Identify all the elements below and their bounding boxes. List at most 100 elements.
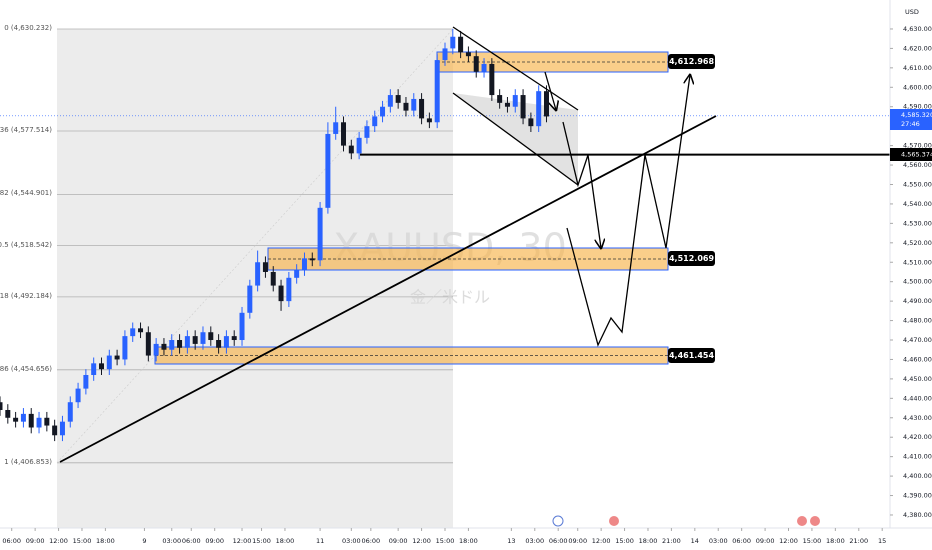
y-tick-label: 4,630.000 xyxy=(903,25,932,33)
x-tick-label: 14 xyxy=(691,537,699,545)
x-tick-label: 18:00 xyxy=(826,537,845,545)
candle-body xyxy=(20,413,26,422)
candle-body xyxy=(153,343,159,356)
candle-body xyxy=(473,56,479,72)
candle-body xyxy=(465,52,471,57)
y-tick-label: 4,550.000 xyxy=(903,180,932,188)
x-tick-label: 18:00 xyxy=(639,537,658,545)
y-tick-label: 4,400.000 xyxy=(903,472,932,480)
candle-body xyxy=(333,122,339,134)
candle-body xyxy=(348,145,354,154)
watermark-subtitle: 金／米ドル xyxy=(410,288,490,307)
candle-body xyxy=(458,36,464,53)
x-tick-label: 15:00 xyxy=(252,537,271,545)
candle-body xyxy=(528,118,534,127)
y-tick-label: 4,420.000 xyxy=(903,433,932,441)
arrow xyxy=(566,75,690,347)
y-tick-label: 4,500.000 xyxy=(903,278,932,286)
candle-body xyxy=(0,402,3,410)
candle-body xyxy=(192,336,198,344)
candle-body xyxy=(341,122,347,146)
y-tick-label: 4,530.000 xyxy=(903,219,932,227)
y-tick-label: 4,540.000 xyxy=(903,200,932,208)
candle-body xyxy=(114,355,120,360)
price-tag-text: 4,585.320 xyxy=(901,111,932,119)
candle-body xyxy=(497,95,503,103)
x-tick-label: 09:00 xyxy=(568,537,587,545)
x-tick-label: 09:00 xyxy=(389,537,408,545)
candle-body xyxy=(543,91,549,117)
x-tick-label: 15:00 xyxy=(615,537,634,545)
currency: USD xyxy=(905,8,919,16)
x-tick-label: 12:00 xyxy=(49,537,68,545)
candle-body xyxy=(504,102,510,107)
x-tick-label: 21:00 xyxy=(662,537,681,545)
candle-body xyxy=(489,63,495,96)
candle-body xyxy=(98,363,104,370)
zone-label: 4,612.968 xyxy=(669,57,714,66)
price-tag xyxy=(890,109,932,130)
candle-body xyxy=(317,207,323,261)
x-tick-label: 9 xyxy=(142,537,146,545)
candle-body xyxy=(294,270,300,278)
candle-body xyxy=(481,63,487,72)
x-tick-label: 15:00 xyxy=(73,537,92,545)
level-tag-text: 4,565.374 xyxy=(901,151,932,159)
candle-body xyxy=(395,95,401,103)
x-tick-label: 12:00 xyxy=(412,537,431,545)
candle-body xyxy=(138,328,144,333)
candle-body xyxy=(83,375,89,389)
candle-body xyxy=(216,340,222,348)
candle-body xyxy=(13,417,19,422)
fib-label: 0.786 (4,454.656) xyxy=(0,365,52,373)
candle-body xyxy=(52,425,58,436)
y-tick-label: 4,470.000 xyxy=(903,336,932,344)
zone-label: 4,512.069 xyxy=(669,254,714,263)
candle-body xyxy=(372,116,378,127)
fib-label: 1 (4,406.853) xyxy=(4,458,52,466)
candle-body xyxy=(380,106,386,117)
x-tick-label: 18:00 xyxy=(276,537,295,545)
y-tick-label: 4,560.000 xyxy=(903,161,932,169)
candle-body xyxy=(231,336,237,341)
x-tick-label: 06:00 xyxy=(361,537,380,545)
candle-body xyxy=(5,409,11,418)
candle-body xyxy=(36,417,42,428)
x-tick-label: 09:00 xyxy=(205,537,224,545)
candle-body xyxy=(450,36,456,49)
x-tick-label: 13 xyxy=(507,537,515,545)
drawings xyxy=(59,26,890,463)
candle-body xyxy=(512,95,518,107)
level-tag xyxy=(890,148,932,161)
candle-body xyxy=(356,137,362,154)
candle-body xyxy=(145,332,151,356)
x-tick-label: 06:00 xyxy=(2,537,21,545)
candle-body xyxy=(67,402,73,422)
candle-body xyxy=(122,336,128,360)
candle-body xyxy=(536,91,542,127)
candle-body xyxy=(177,340,183,348)
candle-body xyxy=(247,285,253,313)
candle-body xyxy=(44,417,50,426)
candle-body xyxy=(387,95,393,107)
candle-body xyxy=(223,336,229,348)
candle-body xyxy=(301,258,307,271)
candle-body xyxy=(161,343,167,350)
candle-body xyxy=(75,388,81,403)
x-tick-label: 06:00 xyxy=(182,537,201,545)
candle-body xyxy=(262,262,268,272)
x-tick-label: 09:00 xyxy=(26,537,45,545)
y-tick-label: 4,620.000 xyxy=(903,44,932,52)
fib-label: 0.382 (4,544.901) xyxy=(0,189,52,197)
x-tick-label: 06:00 xyxy=(732,537,751,545)
y-tick-label: 4,570.000 xyxy=(903,142,932,150)
x-tick-label: 03:00 xyxy=(709,537,728,545)
countdown: 27:46 xyxy=(901,120,920,128)
x-tick-label: 03:00 xyxy=(342,537,361,545)
arrow xyxy=(562,121,601,248)
candle-body xyxy=(309,258,315,261)
y-tick-label: 4,600.000 xyxy=(903,83,932,91)
fib-label: 0.618 (4,492.184) xyxy=(0,292,52,300)
candle-body xyxy=(419,98,425,119)
